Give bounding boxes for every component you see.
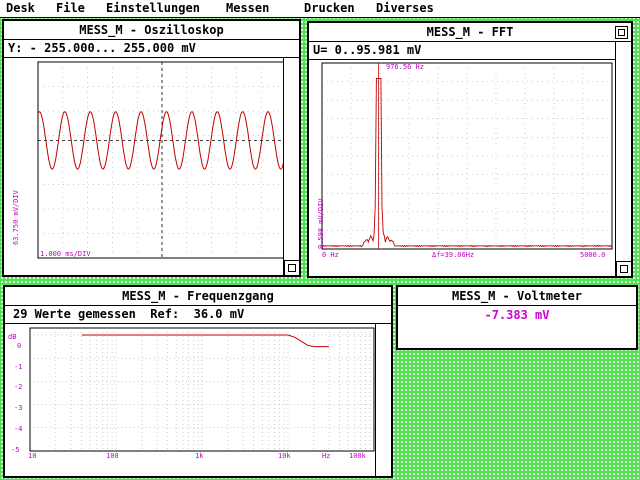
frequenzgang-y-tick-1: -1 (14, 363, 23, 371)
oscilloscope-xlabel: 1.000 ms/DIV (40, 250, 91, 258)
frequenzgang-svg (29, 327, 375, 452)
fft-plot: 976.56 Hz 9.598 mV/DIV 0 Hz Δf=39.06Hz 5… (314, 61, 614, 261)
menu-desk[interactable]: Desk (6, 1, 35, 15)
oscilloscope-svg (37, 61, 286, 259)
osc-trace (37, 111, 286, 170)
menu-diverses[interactable]: Diverses (376, 1, 434, 15)
fr-response-line (81, 334, 329, 348)
frequenzgang-y-tick-4: -4 (14, 425, 23, 433)
frequenzgang-info: 29 Werte gemessen Ref: 36.0 mV (5, 306, 391, 324)
frequenzgang-x-unit: Hz (322, 452, 331, 460)
voltmeter-value: -7.383 mV (484, 308, 550, 322)
frequenzgang-window[interactable]: MESS_M - Frequenzgang 29 Werte gemessen … (3, 285, 393, 478)
menu-einstellungen[interactable]: Einstellungen (106, 1, 200, 15)
menu-drucken[interactable]: Drucken (304, 1, 355, 15)
frequenzgang-x-tick-10: 10 (28, 452, 37, 460)
oscilloscope-plot: 63.750 mV/DIV 1.000 ms/DIV (8, 60, 286, 259)
menu-bar: Desk File Einstellungen Messen Drucken D… (0, 0, 640, 18)
menu-file[interactable]: File (56, 1, 85, 15)
frequenzgang-x-tick-10k: 10k (278, 452, 291, 460)
fft-x-resolution: Δf=39.06Hz (432, 251, 475, 259)
oscilloscope-size-box[interactable] (284, 260, 299, 275)
fft-scrollbar[interactable] (615, 42, 631, 276)
fft-range: U= 0..95.981 mV (309, 42, 631, 60)
oscilloscope-window[interactable]: MESS_M - Oszilloskop Y: - 255.000... 255… (2, 19, 301, 277)
oscilloscope-ylabel: 63.750 mV/DIV (12, 190, 20, 245)
fft-x-end: 5000.0 (580, 251, 606, 259)
fft-svg (321, 62, 613, 250)
frequenzgang-title[interactable]: MESS_M - Frequenzgang (5, 287, 391, 306)
frequenzgang-y-tick-3: -3 (14, 404, 23, 412)
fft-size-box[interactable] (616, 261, 631, 276)
fft-title[interactable]: MESS_M - FFT (309, 23, 631, 42)
frequenzgang-x-tick-1k: 1k (195, 452, 204, 460)
menu-messen[interactable]: Messen (226, 1, 270, 15)
frequenzgang-y-tick-0: 0 (17, 342, 22, 350)
frequenzgang-y-unit: dB (8, 333, 17, 341)
fft-x-start: 0 Hz (322, 251, 339, 259)
frequenzgang-y-tick-5: -5 (11, 446, 20, 454)
frequenzgang-x-tick-100k: 100k (349, 452, 366, 460)
voltmeter-window[interactable]: MESS_M - Voltmeter -7.383 mV (396, 285, 638, 350)
oscilloscope-title[interactable]: MESS_M - Oszilloskop (4, 21, 299, 40)
fft-spectrum (321, 78, 613, 248)
frequenzgang-y-tick-2: -2 (14, 383, 23, 391)
frequenzgang-plot: dB 0 -1 -2 -3 -4 -5 10 100 1k 10k Hz 100… (6, 325, 376, 475)
frequenzgang-scrollbar[interactable] (375, 324, 391, 476)
voltmeter-title[interactable]: MESS_M - Voltmeter (398, 287, 636, 306)
fft-peak-label: 976.56 Hz (386, 63, 424, 71)
fft-window[interactable]: MESS_M - FFT U= 0..95.981 mV 976.56 Hz 9… (307, 21, 633, 278)
fft-ylabel: 9.598 mV/DIV (317, 198, 325, 249)
frequenzgang-x-tick-100: 100 (106, 452, 119, 460)
oscilloscope-range: Y: - 255.000... 255.000 mV (4, 40, 299, 58)
fft-close-icon[interactable] (615, 26, 628, 39)
oscilloscope-scrollbar[interactable] (283, 58, 299, 275)
